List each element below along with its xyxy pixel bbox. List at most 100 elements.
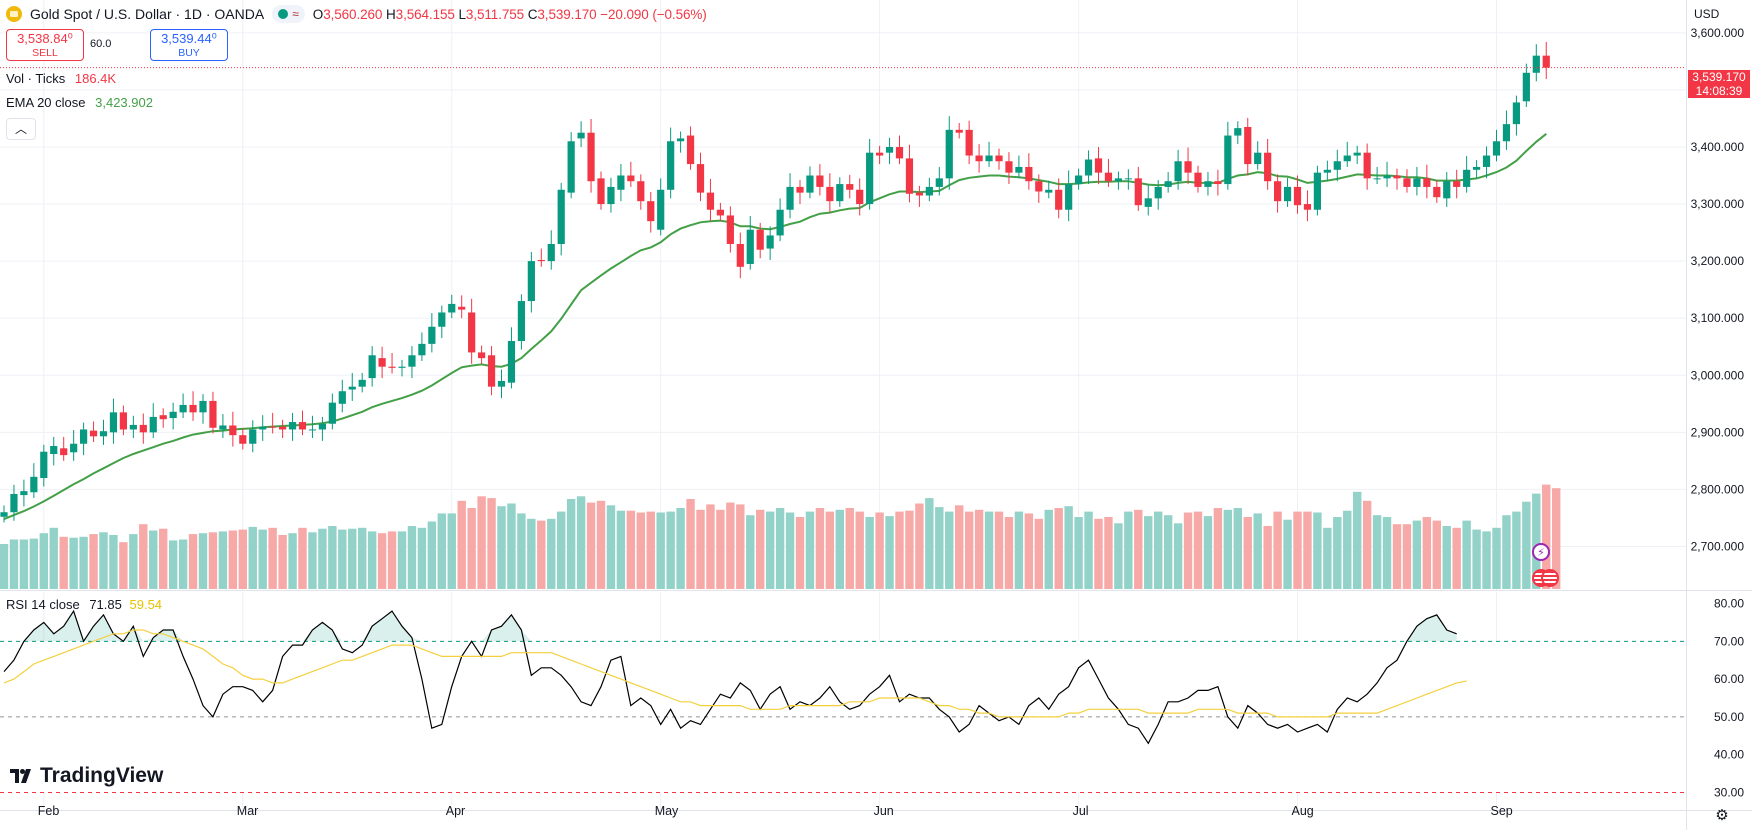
candle-body [1005, 161, 1013, 173]
candle-body [1482, 155, 1491, 167]
candle-body [1363, 152, 1371, 179]
volume-bar [308, 532, 317, 589]
candle-body [1045, 189, 1053, 193]
candle-body [1164, 181, 1172, 187]
candle-body [1403, 178, 1411, 187]
collapse-legend-button[interactable]: ︿ [6, 118, 36, 140]
candle-body [1084, 159, 1093, 176]
volume-bar [228, 530, 238, 589]
volume-bar [348, 528, 357, 589]
volume-bar [298, 527, 307, 589]
price-axis-label: 3,600.000 [1691, 26, 1745, 40]
volume-bar [845, 508, 854, 589]
volume-bar [1303, 511, 1312, 589]
candle-body [1154, 186, 1162, 199]
candle-body [1184, 161, 1192, 173]
volume-bar [358, 527, 367, 589]
rsi-axis-label: 40.00 [1714, 748, 1744, 762]
volume-bar [756, 509, 765, 589]
volume-bar [447, 513, 456, 589]
candle-body [1383, 175, 1391, 179]
volume-bar [168, 540, 178, 589]
volume-bar [1004, 517, 1014, 589]
rsi-legend[interactable]: RSI 14 close 71.85 59.54 [6, 597, 162, 612]
candle-body [1065, 184, 1073, 210]
tradingview-logo-icon [10, 769, 31, 783]
volume-bar [497, 506, 506, 589]
volume-bar [955, 505, 964, 589]
candle-body [955, 129, 963, 133]
candle-body [647, 201, 655, 222]
candle-body [1025, 166, 1033, 182]
price-axis-label: 2,900.000 [1691, 425, 1745, 439]
candle-body [856, 189, 864, 205]
candle-body [756, 229, 764, 250]
candle-body [627, 175, 635, 182]
candle-body [925, 186, 933, 196]
volume-bar [208, 532, 218, 589]
buy-button[interactable]: 3,539.44⁰ BUY [150, 29, 228, 61]
candle-body [1224, 135, 1232, 185]
candle-body [1313, 172, 1321, 210]
candle-body [249, 429, 257, 444]
volume-bar [1074, 517, 1083, 589]
volume-bar [1502, 515, 1511, 589]
volume-bar [905, 510, 914, 589]
sell-button[interactable]: 3,538.84⁰ SELL [6, 29, 84, 61]
volume-bar [765, 511, 775, 589]
volume-legend[interactable]: Vol · Ticks 186.4K [6, 71, 116, 86]
candle-body [1333, 161, 1341, 170]
us-flag-event-icon-2[interactable] [1541, 569, 1559, 587]
volume-bar [974, 509, 984, 589]
candle-body [80, 429, 88, 444]
volume-bar [1313, 512, 1322, 589]
candle-body [279, 426, 287, 430]
candle-body [30, 476, 38, 493]
volume-bar [576, 496, 586, 589]
volume-bar [676, 508, 685, 589]
candle-body [129, 424, 137, 430]
ema-legend[interactable]: EMA 20 close 3,423.902 [6, 95, 153, 110]
lightning-event-icon[interactable]: ⚡ [1532, 543, 1550, 561]
candle-body [677, 138, 685, 142]
volume-bar [417, 527, 427, 589]
volume-bar [815, 508, 825, 589]
symbol-title[interactable]: Gold Spot / U.S. Dollar · 1D · OANDA [30, 6, 265, 22]
candle-body [119, 412, 127, 430]
candle-body [726, 215, 734, 244]
candle-body [70, 443, 78, 453]
market-status-pill[interactable]: ≈ [272, 5, 305, 23]
candle-body [458, 306, 466, 310]
candle-body [149, 416, 157, 433]
tradingview-logo[interactable]: TradingView [10, 764, 163, 788]
volume-bar [457, 500, 466, 589]
high-label: H [386, 6, 396, 22]
rsi-overbought-fill [4, 611, 1457, 642]
volume-bar [288, 533, 297, 589]
volume-bar [397, 531, 407, 589]
candle-body [348, 386, 356, 390]
price-axis-label: 2,800.000 [1691, 482, 1745, 496]
currency-selector[interactable]: USD [1694, 7, 1720, 21]
time-axis-label: Jun [874, 804, 894, 818]
price-axis-label: 3,200.000 [1691, 254, 1745, 268]
volume-bar [1223, 509, 1233, 589]
candle-body [468, 312, 476, 353]
volume-bar [626, 510, 636, 589]
volume-bar [338, 529, 347, 589]
candle-body [229, 425, 237, 436]
volume-bar [328, 526, 337, 589]
time-axis-label: Sep [1491, 804, 1513, 818]
candle-body [935, 178, 943, 187]
candle-body [1512, 102, 1520, 125]
candle-body [905, 158, 914, 194]
buy-price: 3,539.44⁰ [161, 31, 217, 46]
candle-body [1492, 141, 1501, 156]
chart-settings-icon[interactable]: ⚙ [1715, 807, 1729, 824]
candle-body [1473, 166, 1481, 170]
candle-body [915, 192, 923, 196]
volume-bar [1114, 523, 1123, 589]
volume-bar [1183, 512, 1193, 589]
volume-bar [218, 531, 228, 589]
